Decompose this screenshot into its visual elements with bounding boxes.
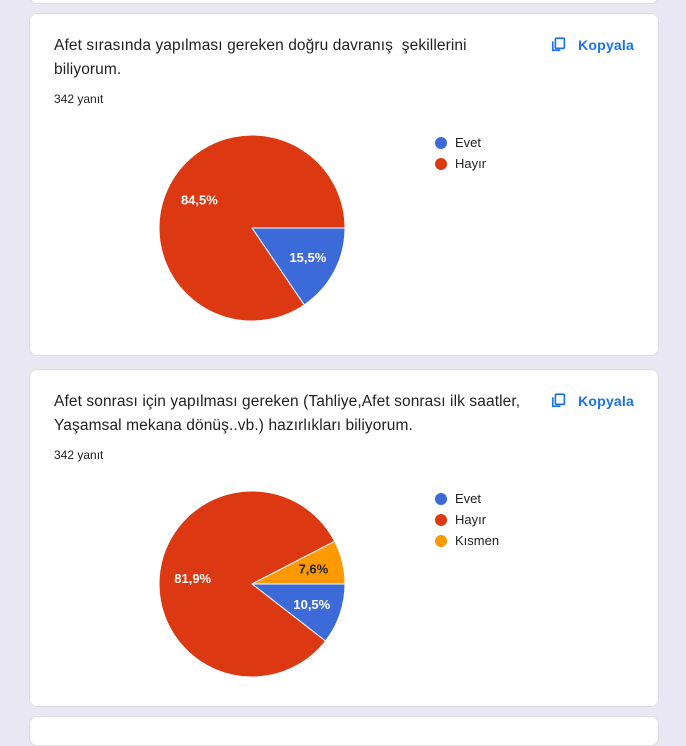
legend-item-hayır: Hayır [435,512,499,527]
legend-item-evet: Evet [435,135,486,150]
copy-button-label: Kopyala [578,393,634,409]
copy-icon [552,393,566,408]
response-count: 342 yanıt [54,92,104,106]
legend-color-dot [435,492,447,505]
pie-chart: 15,5% 84,5% [158,134,346,322]
legend-label: Hayır [455,156,487,171]
pie-chart-container: 15,5% 84,5% [157,133,347,323]
legend-label: Hayır [455,512,487,527]
copy-button[interactable]: Kopyala [549,36,634,54]
question-card-2: Afet sonrası için yapılması gereken (Tah… [29,369,659,707]
pie-slice-evet[interactable] [251,227,346,306]
card-header: Afet sırasında yapılması gereken doğru d… [54,34,634,82]
pie-slice-label: 10,5% [293,597,330,612]
copy-icon [552,37,566,52]
copy-button[interactable]: Kopyala [549,392,634,410]
legend-item-kısmen: Kısmen [435,533,499,548]
pie-slice-hayır[interactable] [158,134,346,322]
pie-slice-kısmen[interactable] [251,540,346,585]
pie-slice-label: 7,6% [299,562,329,577]
chart-area: 10,5% 81,9% 7,6% Evet Hayır Kısmen [54,476,634,681]
question-card-1: Afet sırasında yapılması gereken doğru d… [29,13,659,356]
legend-label: Kısmen [455,533,500,548]
legend-item-hayır: Hayır [435,156,486,171]
legend-label: Evet [455,135,482,150]
legend-color-dot [435,513,447,526]
legend-color-dot [435,157,447,170]
question-title: Afet sonrası için yapılması gereken (Tah… [54,393,525,434]
legend-color-dot [435,534,447,547]
chart-legend: Evet Hayır Kısmen [435,491,499,548]
legend-item-evet: Evet [435,491,499,506]
previous-card-edge [29,0,659,4]
pie-chart: 10,5% 81,9% 7,6% [158,490,346,678]
pie-slice-label: 81,9% [174,571,211,586]
response-count: 342 yanıt [54,448,104,462]
next-card-edge [29,716,659,746]
pie-slice-hayır[interactable] [158,490,336,678]
legend-label: Evet [455,491,482,506]
pie-chart-container: 10,5% 81,9% 7,6% [157,489,347,679]
forms-responses-page: { "page": { "background_color": "#eae7f5… [29,0,659,746]
question-title: Afet sırasında yapılması gereken doğru d… [54,37,472,78]
copy-button-label: Kopyala [578,37,634,53]
card-header: Afet sonrası için yapılması gereken (Tah… [54,390,634,438]
chart-area: 15,5% 84,5% Evet Hayır [54,120,634,325]
pie-slice-label: 84,5% [181,193,218,208]
legend-color-dot [435,136,447,149]
chart-legend: Evet Hayır [435,135,486,171]
pie-slice-label: 15,5% [289,250,326,265]
